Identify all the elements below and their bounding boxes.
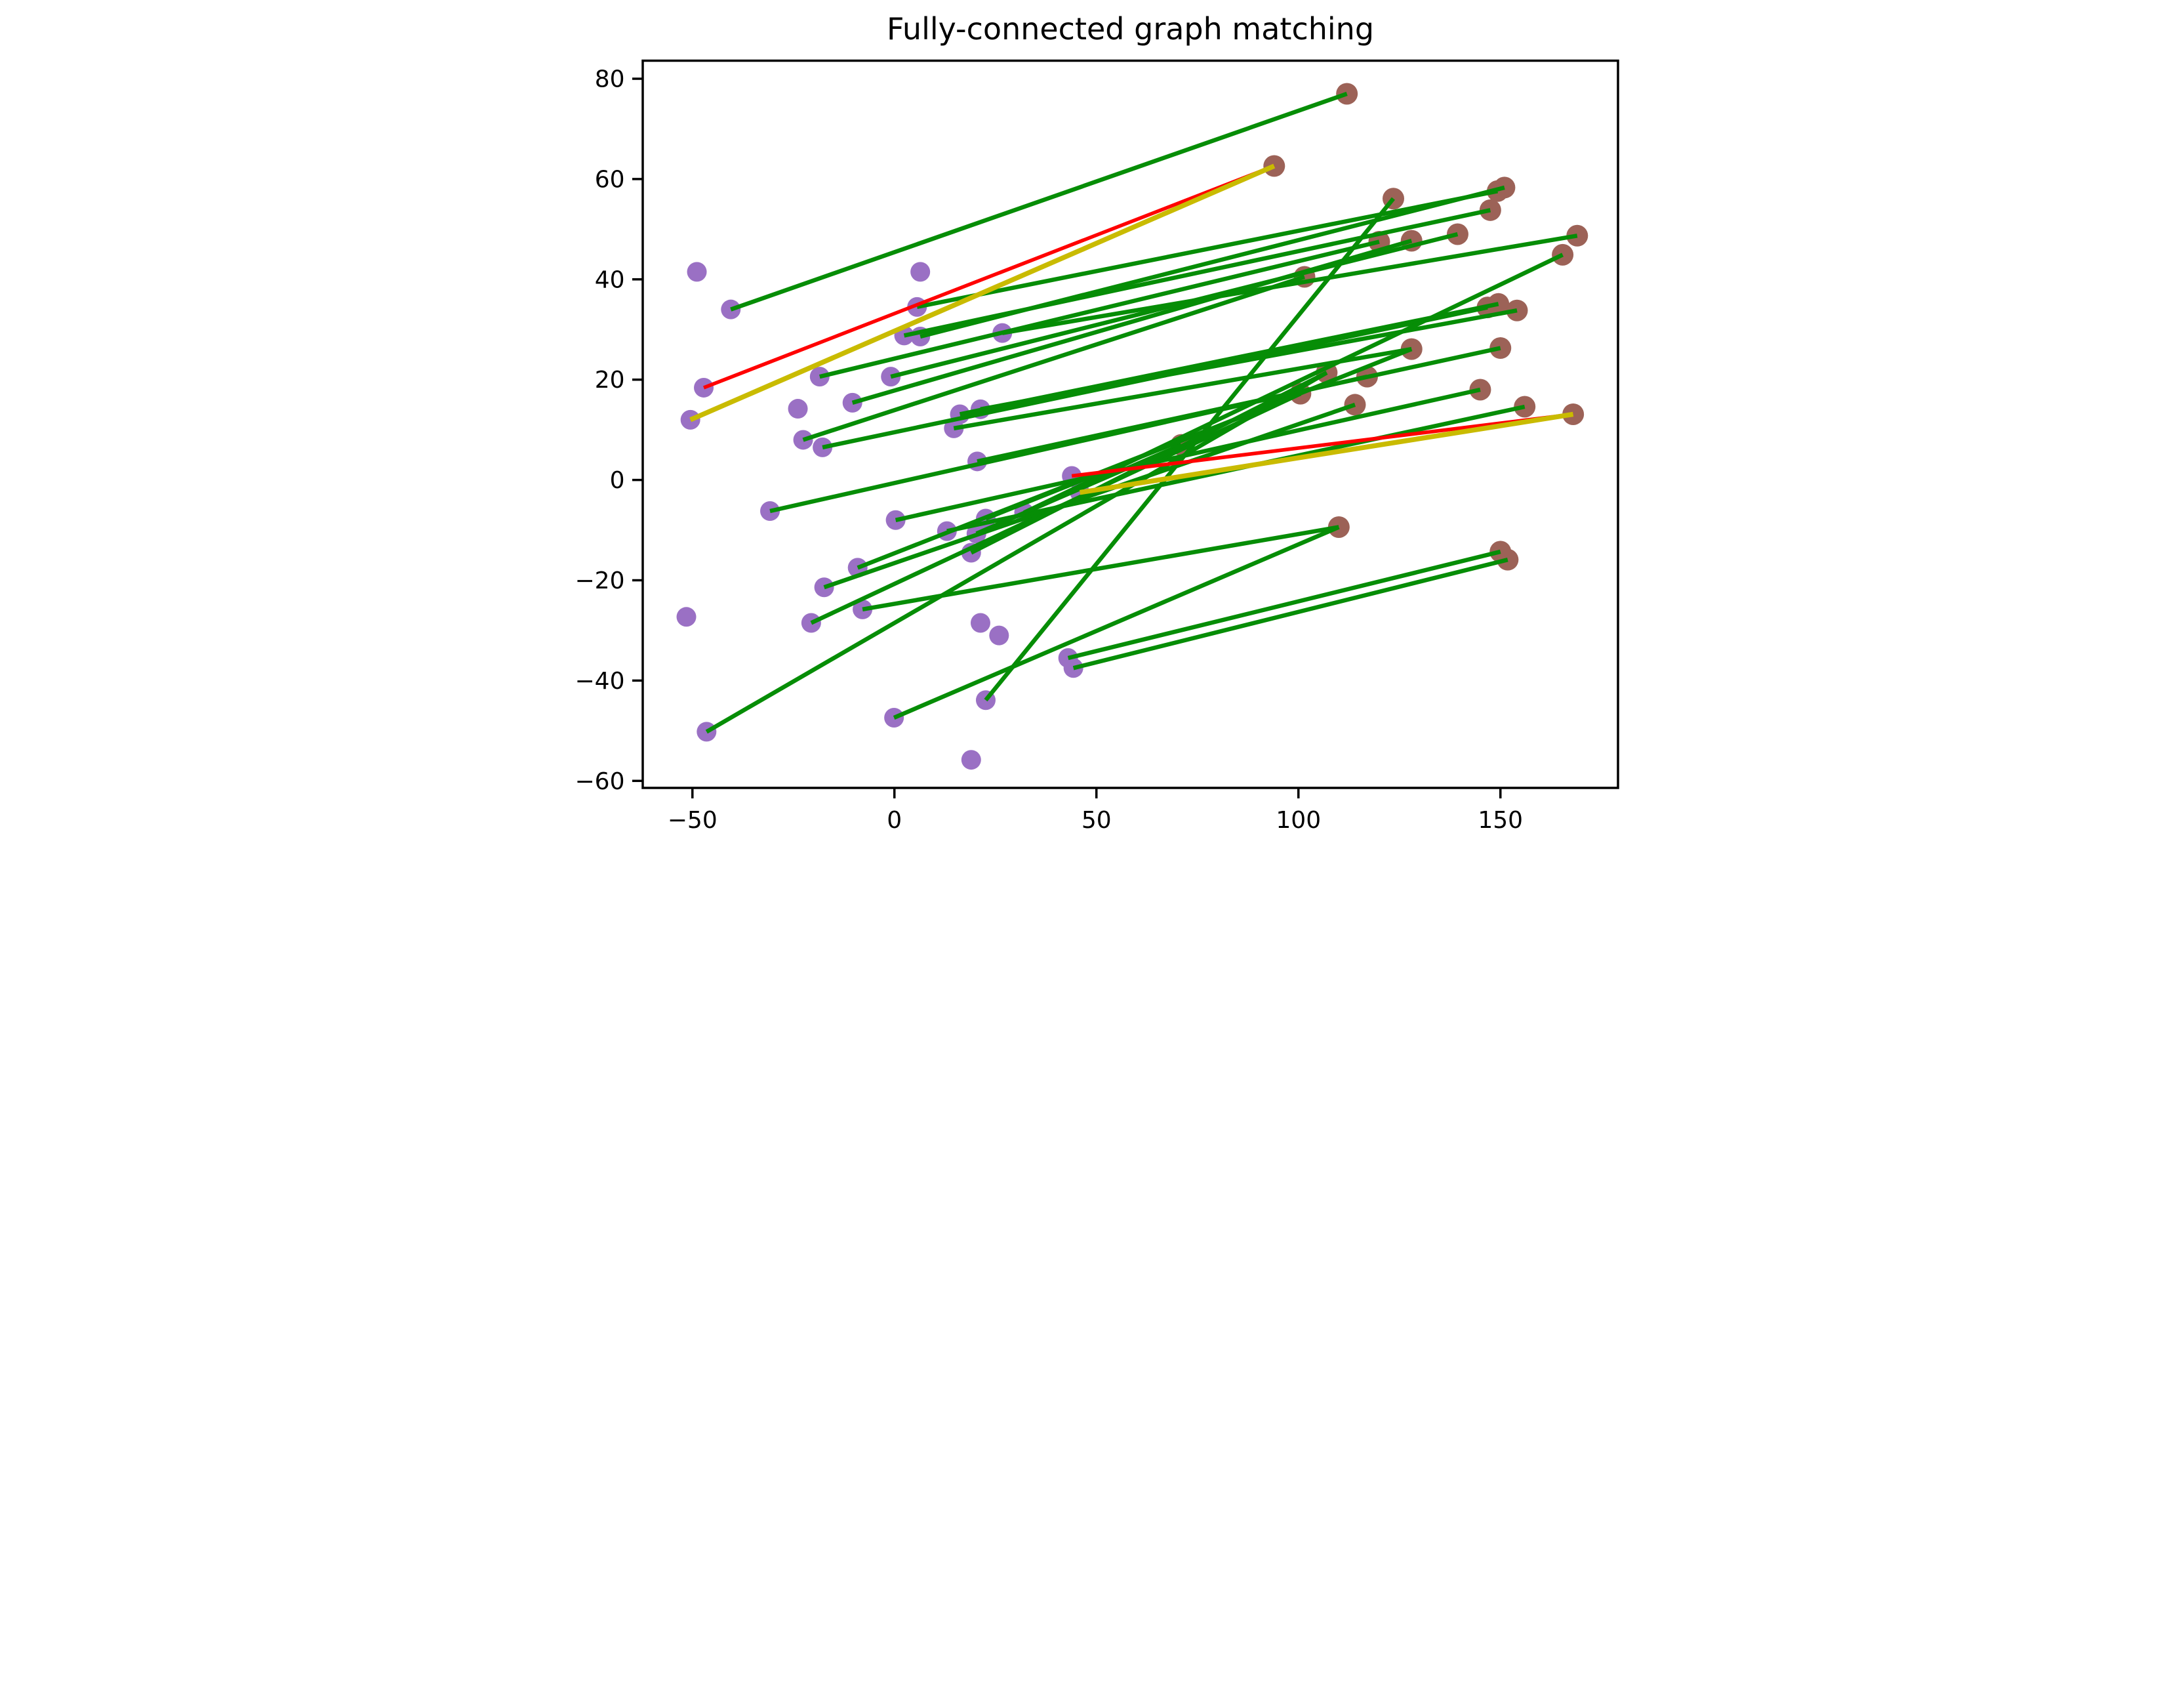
y-tick-label: 0	[609, 467, 624, 494]
source-point	[961, 750, 981, 770]
y-tick-label: −20	[575, 567, 624, 594]
x-tick-label: 0	[887, 807, 902, 834]
match-edge-green	[802, 274, 1305, 442]
match-edge-green	[979, 308, 1518, 412]
y-tick-label: 60	[594, 166, 624, 193]
axes-layer: −50 0 50 100 150 80 60 40 20 0 −20 −40 −60	[575, 66, 1523, 834]
y-tick-label: −60	[575, 768, 624, 795]
match-edge-green	[893, 525, 1340, 720]
match-edge-green	[895, 387, 1481, 522]
source-point	[883, 707, 904, 728]
y-tick-label: 80	[594, 66, 624, 93]
source-point	[680, 409, 700, 430]
match-edge-green	[705, 371, 1327, 734]
match-edge-green	[1001, 234, 1577, 335]
target-point	[1566, 224, 1588, 247]
chart-title: Fully-connected graph matching	[886, 11, 1373, 47]
match-edge-green	[729, 91, 1348, 312]
plot-frame	[641, 59, 1619, 789]
match-edge-yellow	[689, 163, 1275, 422]
match-edge-green	[823, 402, 1356, 590]
match-edge-green	[916, 189, 1498, 310]
source-point	[696, 722, 716, 742]
match-edge-green	[769, 374, 1367, 514]
x-tick-label: 100	[1276, 807, 1321, 834]
match-edge-green	[1072, 558, 1508, 670]
source-point	[676, 607, 697, 627]
match-edge-green	[983, 197, 1395, 702]
match-edges-group	[689, 91, 1577, 734]
target-point	[1489, 337, 1511, 360]
match-edge-green	[862, 525, 1339, 612]
match-edge-green	[1067, 549, 1501, 661]
chart-canvas: Fully-connected graph matching −50 0 50 100…	[546, 0, 1638, 854]
y-tick-label: −40	[575, 668, 624, 695]
match-edge-green	[975, 443, 1182, 536]
figure-wrapper: Fully-connected graph matching −50 0 50 100…	[546, 0, 1638, 854]
x-tick-label: −50	[667, 807, 717, 834]
source-point	[910, 262, 930, 282]
y-tick-label: 40	[594, 266, 624, 293]
x-tick-label: 50	[1081, 807, 1111, 834]
x-tick-label: 150	[1478, 807, 1523, 834]
match-edge-green	[903, 208, 1491, 338]
matplotlib-figure: Fully-connected graph matching −50 0 50 100…	[546, 0, 1638, 854]
figure-background	[546, 0, 1638, 854]
match-edge-green	[984, 347, 1412, 521]
source-point	[687, 262, 707, 282]
match-edge-green	[819, 239, 1380, 379]
match-edge-red	[702, 164, 1275, 390]
y-tick-label: 20	[594, 367, 624, 394]
source-point	[988, 625, 1009, 646]
match-edge-yellow	[1079, 411, 1573, 495]
match-edge-red	[1071, 412, 1573, 478]
match-edge-green	[969, 371, 1327, 555]
source-point	[788, 399, 808, 419]
source-point	[970, 613, 990, 633]
source-point	[943, 418, 963, 438]
